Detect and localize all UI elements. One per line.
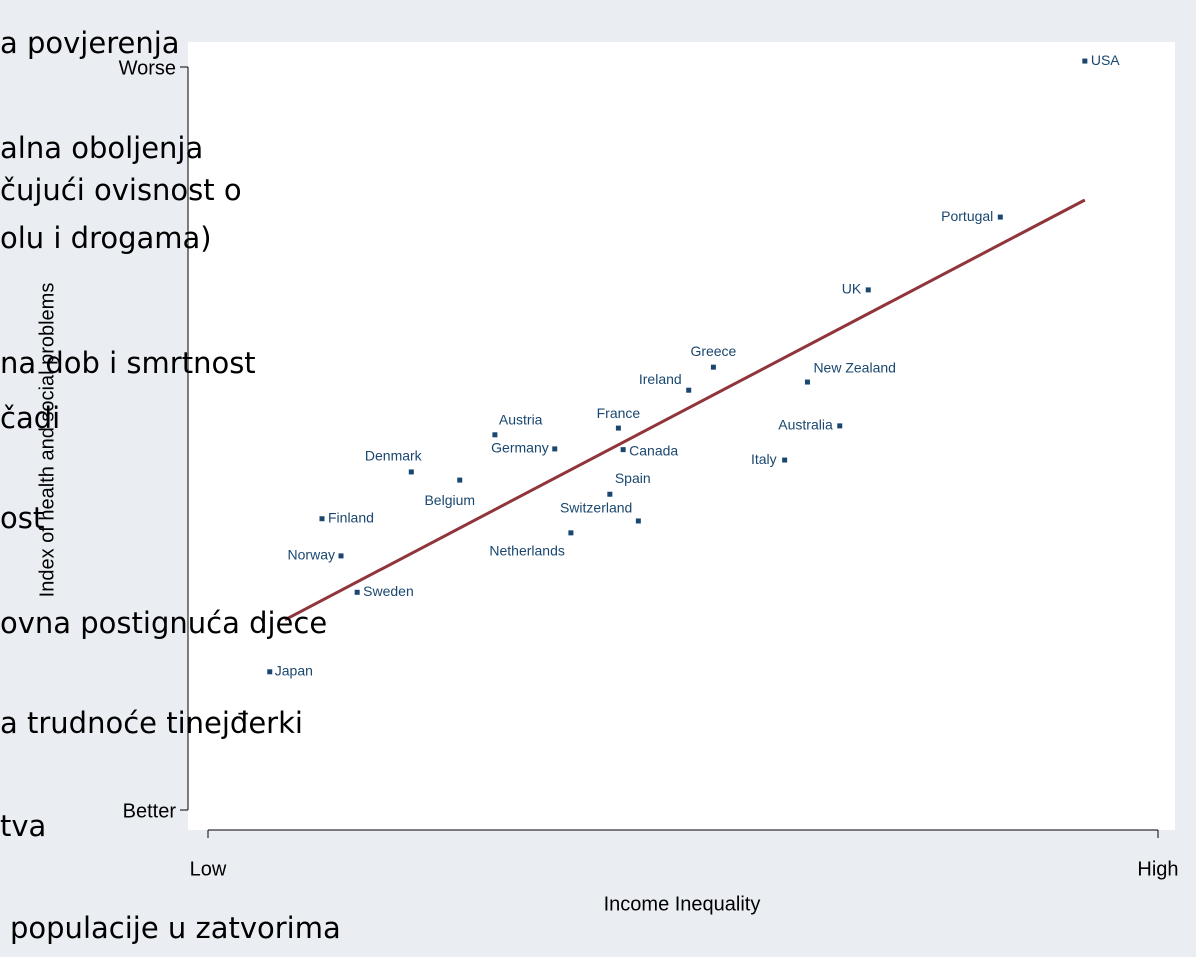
slide-text: tva	[0, 809, 46, 843]
point-label: Finland	[328, 509, 374, 525]
point	[686, 387, 692, 393]
point	[620, 447, 626, 453]
point-label: Sweden	[363, 583, 414, 599]
point	[408, 469, 414, 475]
point-label: Italy	[751, 451, 777, 467]
slide-text: ovna postignuća djece	[0, 606, 327, 640]
x-tick-label: Low	[190, 858, 227, 880]
point	[319, 516, 325, 522]
point-label: Norway	[288, 547, 335, 563]
point-label: UK	[842, 281, 862, 297]
point	[865, 287, 871, 293]
y-tick-label: Better	[123, 800, 177, 822]
point-label: Canada	[629, 442, 678, 458]
point-label: Austria	[499, 411, 543, 427]
point	[615, 425, 621, 431]
point	[457, 477, 463, 483]
slide-text: na dob i smrtnost	[0, 346, 256, 380]
point	[782, 457, 788, 463]
point	[635, 518, 641, 524]
point-label: Spain	[615, 470, 651, 486]
point-label: Switzerland	[560, 500, 632, 516]
plot-area	[188, 42, 1175, 830]
point-label: Australia	[778, 417, 833, 433]
x-tick-label: High	[1137, 858, 1178, 880]
point	[804, 379, 810, 385]
point	[492, 432, 498, 438]
slide-text: olu i drogama)	[0, 221, 212, 255]
point	[997, 214, 1003, 220]
point-label: Portugal	[941, 208, 993, 224]
point	[710, 364, 716, 370]
y-axis-label: Index of health and social problems	[36, 283, 58, 598]
point-label: France	[597, 405, 641, 421]
slide-text: populacije u zatvorima	[10, 911, 341, 945]
point-label: Japan	[275, 663, 313, 679]
x-axis-label: Income Inequality	[604, 893, 761, 915]
slide-text: čadi	[0, 401, 60, 435]
slide-text: čujući ovisnost o	[0, 173, 242, 207]
point-label: Germany	[491, 440, 549, 456]
slide-text: alna oboljenja	[0, 131, 203, 165]
slide-text: a povjerenja	[0, 26, 180, 60]
point	[607, 491, 613, 497]
point	[338, 553, 344, 559]
point	[267, 669, 273, 675]
point-label: Denmark	[365, 448, 423, 464]
point	[552, 446, 558, 452]
point-label: Ireland	[639, 371, 682, 387]
slide-text: a trudnoće tinejđerki	[0, 706, 303, 740]
point-label: Belgium	[424, 492, 475, 508]
slide-text: ost	[0, 501, 44, 535]
point	[568, 530, 574, 536]
point-label: Greece	[690, 343, 736, 359]
point	[837, 423, 843, 429]
point	[354, 589, 360, 595]
point-label: USA	[1091, 52, 1120, 68]
trend-line	[284, 198, 1086, 622]
point	[1082, 58, 1088, 64]
point-label: Netherlands	[489, 543, 565, 559]
y-tick-label: Worse	[119, 57, 176, 79]
point-label: New Zealand	[813, 360, 896, 376]
